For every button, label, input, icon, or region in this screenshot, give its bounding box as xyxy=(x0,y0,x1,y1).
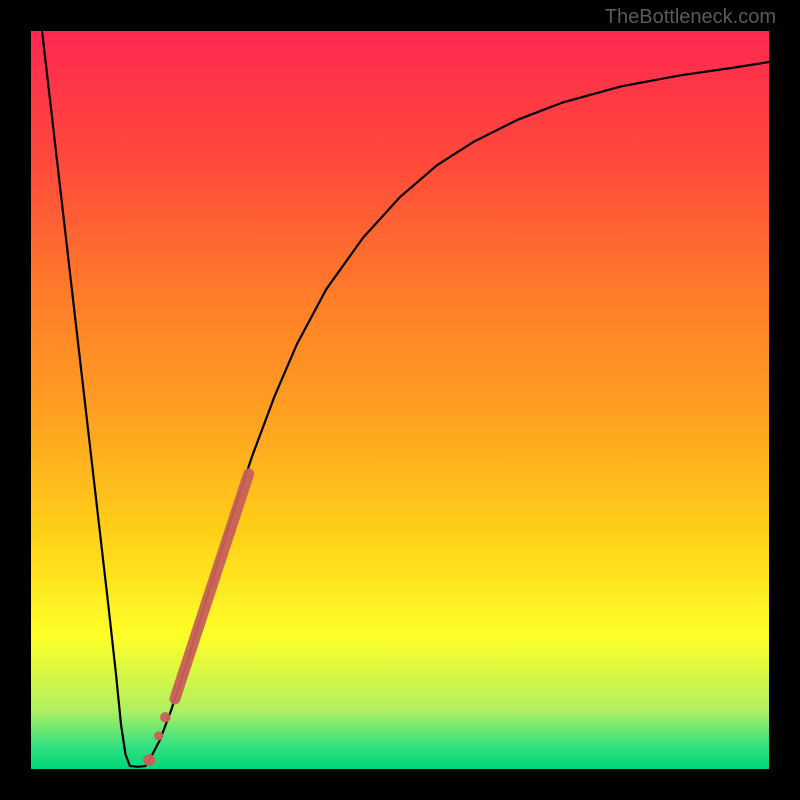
chart-container: TheBottleneck.com xyxy=(0,0,800,800)
marker-dot xyxy=(143,754,155,766)
marker-dot xyxy=(160,712,170,722)
plot-area xyxy=(31,31,769,769)
chart-background xyxy=(31,31,769,769)
marker-dot xyxy=(154,731,163,740)
watermark-text: TheBottleneck.com xyxy=(605,6,776,29)
